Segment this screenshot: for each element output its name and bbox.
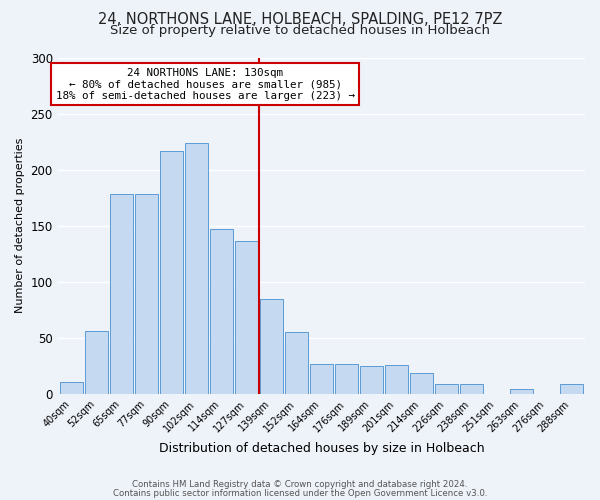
Text: Contains public sector information licensed under the Open Government Licence v3: Contains public sector information licen… (113, 488, 487, 498)
X-axis label: Distribution of detached houses by size in Holbeach: Distribution of detached houses by size … (158, 442, 484, 455)
Bar (310, 364, 333, 394)
Bar (135, 194, 158, 394)
Bar (510, 390, 533, 394)
Bar (260, 298, 283, 394)
Text: Contains HM Land Registry data © Crown copyright and database right 2024.: Contains HM Land Registry data © Crown c… (132, 480, 468, 489)
Text: 24, NORTHONS LANE, HOLBEACH, SPALDING, PE12 7PZ: 24, NORTHONS LANE, HOLBEACH, SPALDING, P… (98, 12, 502, 28)
Bar (410, 372, 433, 394)
Bar (110, 194, 133, 394)
Bar (435, 384, 458, 394)
Bar (335, 364, 358, 394)
Bar (85, 331, 108, 394)
Bar (385, 364, 408, 394)
Bar (235, 242, 258, 394)
Bar (210, 229, 233, 394)
Text: Size of property relative to detached houses in Holbeach: Size of property relative to detached ho… (110, 24, 490, 37)
Y-axis label: Number of detached properties: Number of detached properties (15, 138, 25, 314)
Bar (60, 382, 83, 394)
Bar (285, 332, 308, 394)
Bar (460, 384, 483, 394)
Bar (360, 366, 383, 394)
Bar (160, 150, 183, 394)
Bar (560, 384, 583, 394)
Text: 24 NORTHONS LANE: 130sqm
← 80% of detached houses are smaller (985)
18% of semi-: 24 NORTHONS LANE: 130sqm ← 80% of detach… (56, 68, 355, 101)
Bar (185, 142, 208, 394)
